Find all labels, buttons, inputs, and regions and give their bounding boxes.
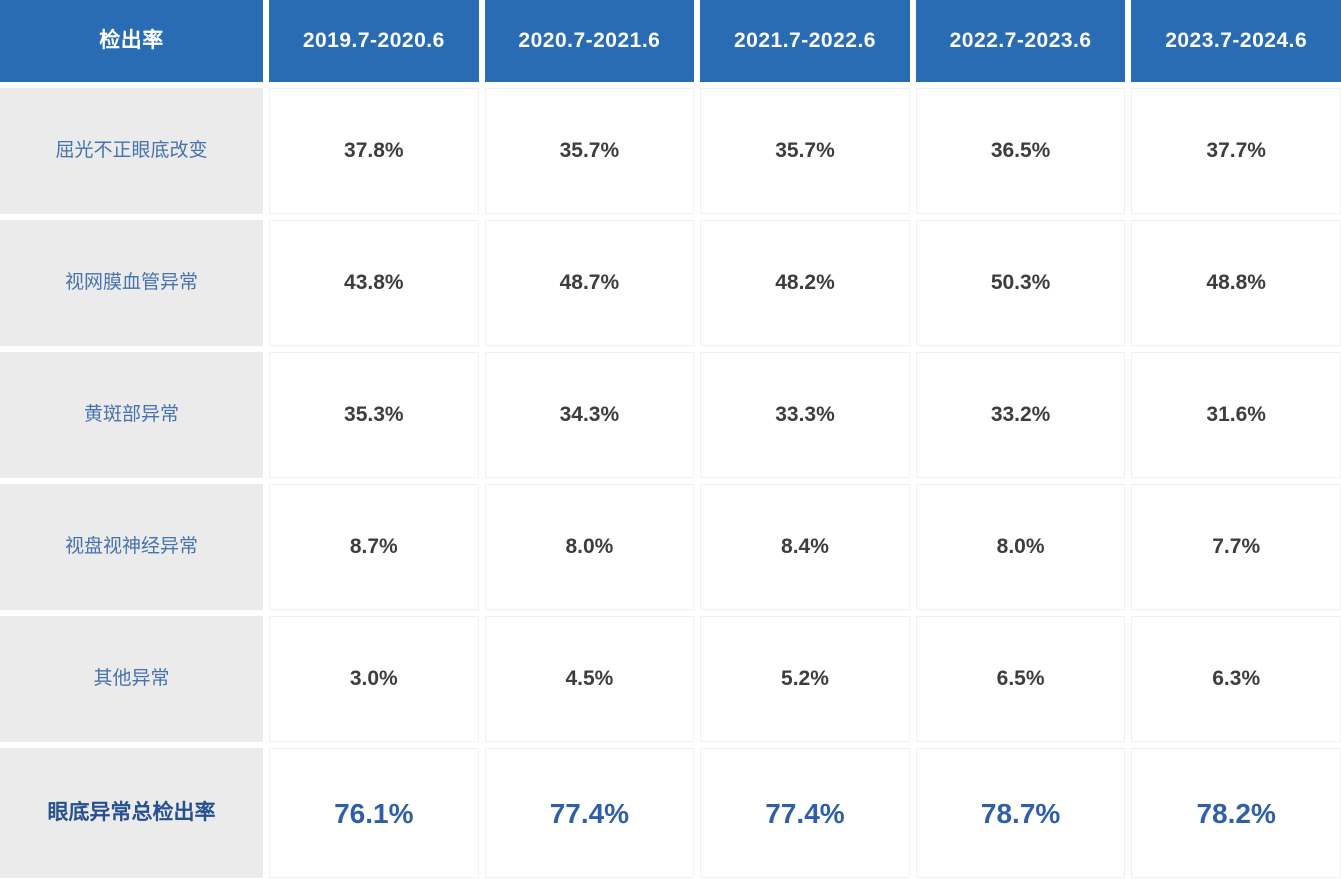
total-rate-cell: 78.7% [915,748,1126,878]
total-rate-cell: 78.2% [1131,748,1341,878]
rate-cell: 6.3% [1131,616,1341,742]
rate-cell: 8.7% [269,484,479,610]
corner-header: 检出率 [0,0,263,82]
rate-cell: 50.3% [915,220,1126,346]
rate-cell: 37.8% [269,88,479,214]
row-label-macular-abnormality: 黄斑部异常 [0,352,263,478]
rate-cell: 48.7% [484,220,695,346]
row-label-optic-disc-nerve-abnormality: 视盘视神经异常 [0,484,263,610]
row-label-retinal-vascular-abnormality: 视网膜血管异常 [0,220,263,346]
row-label-total-detection-rate: 眼底异常总检出率 [0,748,263,878]
rate-cell: 35.7% [484,88,695,214]
rate-cell: 8.0% [915,484,1126,610]
rate-cell: 8.4% [700,484,910,610]
rate-cell: 37.7% [1131,88,1341,214]
column-header-2021-2022: 2021.7-2022.6 [700,0,910,82]
rate-cell: 6.5% [915,616,1126,742]
column-header-2020-2021: 2020.7-2021.6 [484,0,695,82]
rate-cell: 43.8% [269,220,479,346]
rate-cell: 5.2% [700,616,910,742]
column-header-2019-2020: 2019.7-2020.6 [269,0,479,82]
rate-cell: 31.6% [1131,352,1341,478]
rate-cell: 33.2% [915,352,1126,478]
rate-cell: 3.0% [269,616,479,742]
rate-cell: 33.3% [700,352,910,478]
rate-cell: 7.7% [1131,484,1341,610]
rate-cell: 4.5% [484,616,695,742]
rate-cell: 36.5% [915,88,1126,214]
rate-cell: 35.3% [269,352,479,478]
total-rate-cell: 77.4% [700,748,910,878]
column-header-2023-2024: 2023.7-2024.6 [1131,0,1341,82]
rate-cell: 48.2% [700,220,910,346]
rate-cell: 8.0% [484,484,695,610]
row-label-refractive-fundus-change: 屈光不正眼底改变 [0,88,263,214]
row-label-other-abnormality: 其他异常 [0,616,263,742]
total-rate-cell: 76.1% [269,748,479,878]
total-rate-cell: 77.4% [484,748,695,878]
rate-cell: 34.3% [484,352,695,478]
column-header-2022-2023: 2022.7-2023.6 [915,0,1126,82]
rate-cell: 35.7% [700,88,910,214]
rate-cell: 48.8% [1131,220,1341,346]
